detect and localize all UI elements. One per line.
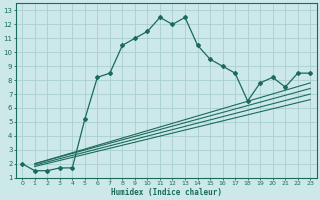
X-axis label: Humidex (Indice chaleur): Humidex (Indice chaleur)	[111, 188, 222, 197]
